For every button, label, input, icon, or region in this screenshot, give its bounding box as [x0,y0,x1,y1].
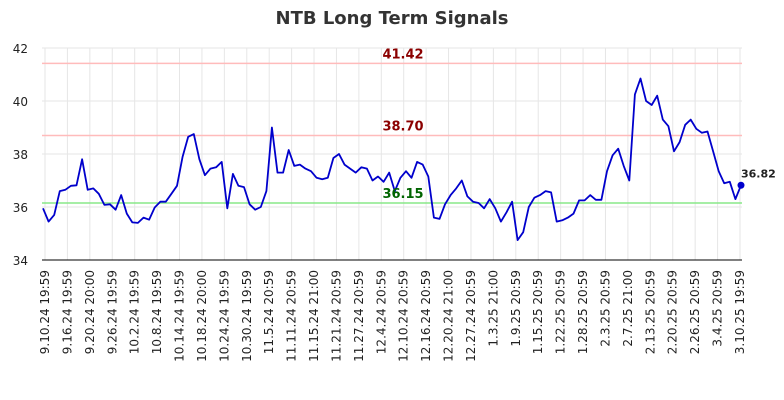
x-tick-label: 9.20.24 20:00 [83,270,97,354]
y-tick-label: 36 [13,201,28,215]
last-point-marker [737,181,745,189]
x-tick-label: 11.11.24 20:59 [285,270,299,362]
x-tick-label: 2.7.25 21:00 [621,270,635,347]
y-tick-label: 38 [13,148,28,162]
x-tick-label: 3.4.25 20:59 [711,270,725,347]
x-tick-label: 9.10.24 19:59 [38,270,52,354]
x-tick-label: 2.13.25 20:59 [643,270,657,354]
x-tick-label: 12.16.24 20:59 [419,270,433,362]
x-tick-label: 3.10.25 19:59 [733,270,747,354]
reference-line-label: 38.70 [382,119,423,134]
chart-title: NTB Long Term Signals [275,8,509,29]
x-tick-label: 9.16.24 19:59 [60,270,74,354]
x-tick-label: 10.2.24 19:59 [128,270,142,354]
y-tick-label: 42 [13,42,28,56]
x-tick-label: 2.26.25 20:59 [688,270,702,354]
x-tick-label: 10.18.24 20:00 [195,270,209,362]
y-tick-label: 34 [13,254,28,268]
reference-line-label: 41.42 [382,47,423,62]
x-tick-label: 10.8.24 19:59 [150,270,164,354]
x-tick-label: 10.30.24 19:59 [240,270,254,362]
x-tick-label: 1.22.25 20:59 [554,270,568,354]
x-tick-label: 12.20.24 21:00 [442,270,456,362]
y-tick-label: 40 [13,95,28,109]
x-tick-label: 1.15.25 20:59 [531,270,545,354]
axes: 34 36 38 40 42 9.10.24 19:59 9.16.24 19:59 9.20… [13,42,747,362]
x-tick-label: 11.5.24 20:59 [262,270,276,354]
x-tick-label: 12.4.24 20:59 [374,270,388,354]
x-tick-label: 9.26.24 19:59 [105,270,119,354]
x-tick-label: 10.14.24 19:59 [173,270,187,362]
x-tick-label: 12.27.24 20:59 [464,270,478,362]
x-tick-label: 11.27.24 20:59 [352,270,366,362]
labels: 41.42 38.70 36.15 36.82 [382,47,775,202]
x-tick-label: 1.28.25 20:59 [576,270,590,354]
grid [42,47,742,261]
x-tick-label: 11.21.24 20:59 [329,270,343,362]
series [42,77,745,242]
x-tick-label: 10.24.24 19:59 [217,270,231,362]
x-tick-label: 2.3.25 20:59 [598,270,612,347]
last-point-label: 36.82 [741,167,776,180]
price-series-line [42,77,742,242]
reference-line-label: 36.15 [382,187,423,202]
x-tick-label: 2.20.25 20:59 [666,270,680,354]
x-tick-label: 1.3.25 21:00 [486,270,500,347]
x-tick-label: 11.15.24 21:00 [307,270,321,362]
x-tick-label: 1.9.25 20:59 [509,270,523,347]
x-tick-label: 12.10.24 20:59 [397,270,411,362]
